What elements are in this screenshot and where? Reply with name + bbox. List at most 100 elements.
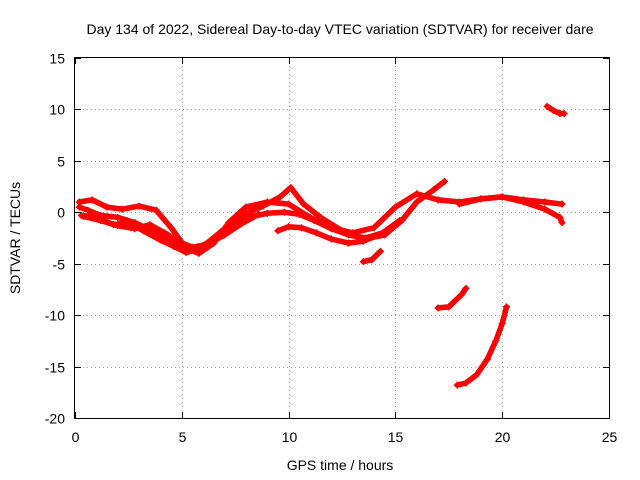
data-point	[84, 206, 92, 214]
data-point	[176, 238, 184, 246]
data-point	[556, 213, 564, 221]
data-point	[114, 213, 122, 221]
series-line	[80, 211, 262, 251]
data-point	[103, 203, 111, 211]
data-point	[451, 297, 459, 305]
y-tick-label: 0	[57, 205, 65, 221]
data-series-track-e	[274, 223, 382, 247]
data-point	[188, 243, 196, 251]
data-point	[374, 231, 382, 239]
data-point	[146, 221, 154, 229]
x-tick-label: 25	[602, 429, 618, 445]
data-point	[549, 106, 557, 114]
data-point	[114, 222, 122, 230]
grid	[75, 58, 609, 418]
data-point	[477, 195, 485, 203]
data-point	[88, 196, 96, 204]
y-tick-label: 10	[49, 102, 65, 118]
data-point	[156, 236, 164, 244]
data-point	[498, 319, 506, 327]
data-point	[238, 211, 246, 219]
data-point	[391, 203, 399, 211]
data-point	[434, 304, 442, 312]
plot-frame	[74, 57, 610, 419]
data-point	[280, 208, 288, 216]
data-point	[238, 220, 246, 228]
data-point	[118, 205, 126, 213]
data-point	[473, 371, 481, 379]
y-tick-label: -10	[45, 308, 65, 324]
data-point	[379, 229, 387, 237]
y-tick-label: 15	[49, 51, 65, 67]
data-point	[135, 202, 143, 210]
data-point	[453, 381, 461, 389]
x-tick-label: 20	[495, 429, 511, 445]
data-point	[167, 224, 175, 232]
data-point	[259, 202, 267, 210]
data-point	[255, 210, 263, 218]
data-point	[558, 200, 566, 208]
data-point	[75, 203, 83, 211]
data-point	[541, 198, 549, 206]
data-point	[297, 224, 305, 232]
data-point	[441, 177, 449, 185]
series-layer	[75, 102, 568, 389]
data-point	[285, 223, 293, 231]
data-series-track-g	[455, 193, 566, 227]
x-tick-label: 10	[282, 429, 298, 445]
data-point	[498, 193, 506, 201]
data-point	[430, 186, 438, 194]
data-point	[300, 200, 308, 208]
data-point	[370, 224, 378, 232]
data-point	[359, 258, 367, 266]
data-point	[263, 209, 271, 217]
data-point	[221, 231, 229, 239]
data-point	[287, 184, 295, 192]
data-point	[242, 203, 250, 211]
data-series-track-d	[80, 210, 263, 251]
data-point	[458, 291, 466, 299]
data-point	[434, 196, 442, 204]
data-point	[483, 355, 491, 363]
x-tick-label: 5	[179, 429, 187, 445]
data-point	[462, 284, 470, 292]
x-tick-label: 15	[388, 429, 404, 445]
data-point	[152, 206, 160, 214]
y-tick-label: 5	[57, 154, 65, 170]
data-point	[359, 237, 367, 245]
data-series-track-h	[434, 284, 470, 312]
data-point	[445, 303, 453, 311]
x-axis-title: GPS time / hours	[287, 457, 394, 473]
data-point	[396, 217, 404, 225]
data-point	[560, 110, 568, 118]
data-point	[276, 193, 284, 201]
data-point	[131, 225, 139, 233]
y-tick-label: -20	[45, 411, 65, 427]
y-tick-label: -15	[45, 360, 65, 376]
data-point	[327, 235, 335, 243]
data-point	[492, 337, 500, 345]
data-point	[413, 198, 421, 206]
data-point	[312, 229, 320, 237]
data-point	[455, 200, 463, 208]
data-point	[502, 303, 510, 311]
data-point	[376, 247, 384, 255]
data-point	[368, 256, 376, 264]
data-point	[203, 240, 211, 248]
data-point	[317, 213, 325, 221]
data-point	[169, 242, 177, 250]
data-point	[543, 102, 551, 110]
data-point	[520, 198, 528, 206]
data-point	[541, 205, 549, 213]
data-point	[344, 231, 352, 239]
data-point	[310, 217, 318, 225]
data-point	[97, 217, 105, 225]
data-point	[295, 210, 303, 218]
data-point	[344, 239, 352, 247]
y-axis-title: SDTVAR / TECUs	[7, 182, 23, 294]
x-tick-label: 0	[72, 429, 80, 445]
data-point	[80, 212, 88, 220]
series-line	[454, 304, 510, 388]
data-series-track-f	[359, 247, 384, 266]
